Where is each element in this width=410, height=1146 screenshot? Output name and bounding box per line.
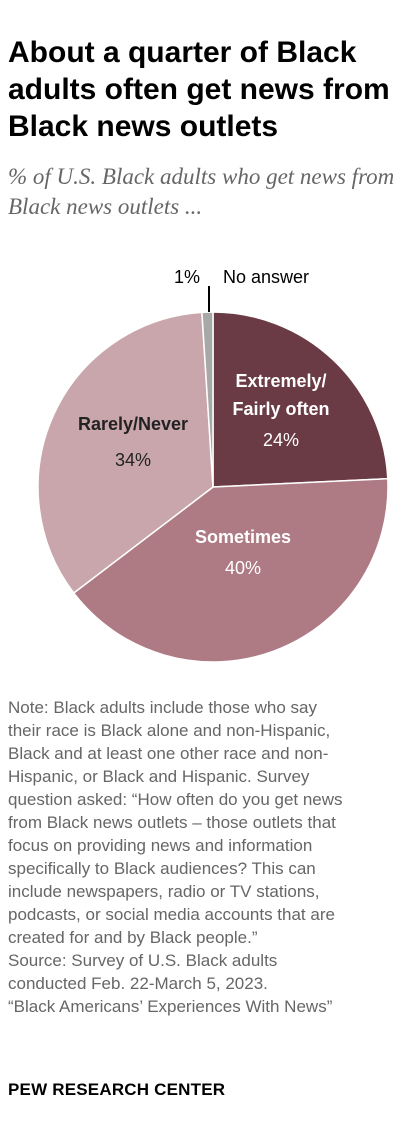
note-line: Hispanic, or Black and Hispanic. Survey <box>8 767 310 786</box>
slice-label: Rarely/Never <box>78 414 188 434</box>
pie-chart: Extremely/Fairly often 24% Sometimes 40% Rar… <box>37 267 389 663</box>
note-line: created for and by Black people.” <box>8 928 258 947</box>
note-line: podcasts, or social media accounts that … <box>8 905 335 924</box>
pew-logo-text: PEW RESEARCH CENTER <box>8 1080 226 1099</box>
pie-labels: Extremely/Fairly often 24% Sometimes 40% Rar… <box>78 267 330 578</box>
pie-slices <box>37 311 389 663</box>
slice-label: Extremely/ <box>235 371 326 391</box>
chart-subtitle: % of U.S. Black adults who get news from… <box>8 164 395 219</box>
slice-value-label: 24% <box>263 430 299 450</box>
source-line: conducted Feb. 22-March 5, 2023. <box>8 974 268 993</box>
source-line: Source: Survey of U.S. Black adults <box>8 951 278 970</box>
report-title-line: “Black Americans’ Experiences With News” <box>8 997 333 1016</box>
slice-rarely-never <box>37 311 214 595</box>
slice-sometimes <box>72 477 389 663</box>
no-answer-value-label: 1% <box>174 267 200 287</box>
note-line: their race is Black alone and non-Hispan… <box>8 721 331 740</box>
slice-label: Fairly often <box>232 399 329 419</box>
note-line: Black and at least one other race and no… <box>8 744 329 763</box>
no-answer-label: No answer <box>223 267 309 287</box>
slice-extremely-fairly-often <box>212 311 389 488</box>
note-line: Note: Black adults include those who say <box>8 698 318 717</box>
note-section: Note: Black adults include those who say… <box>8 696 406 1018</box>
note-line: specifically to Black audiences? This ca… <box>8 859 316 878</box>
chart-title: About a quarter of Black adults often ge… <box>8 36 390 143</box>
note-line: from Black news outlets – those outlets … <box>8 813 336 832</box>
slice-label: Sometimes <box>195 527 291 547</box>
slice-no-answer <box>201 311 214 488</box>
slice-value-label: 40% <box>225 558 261 578</box>
note-line: focus on providing news and information <box>8 836 313 855</box>
note-line: question asked: “How often do you get ne… <box>8 790 343 809</box>
slice-value-label: 34% <box>115 450 151 470</box>
note-line: include newspapers, radio or TV stations… <box>8 882 320 901</box>
